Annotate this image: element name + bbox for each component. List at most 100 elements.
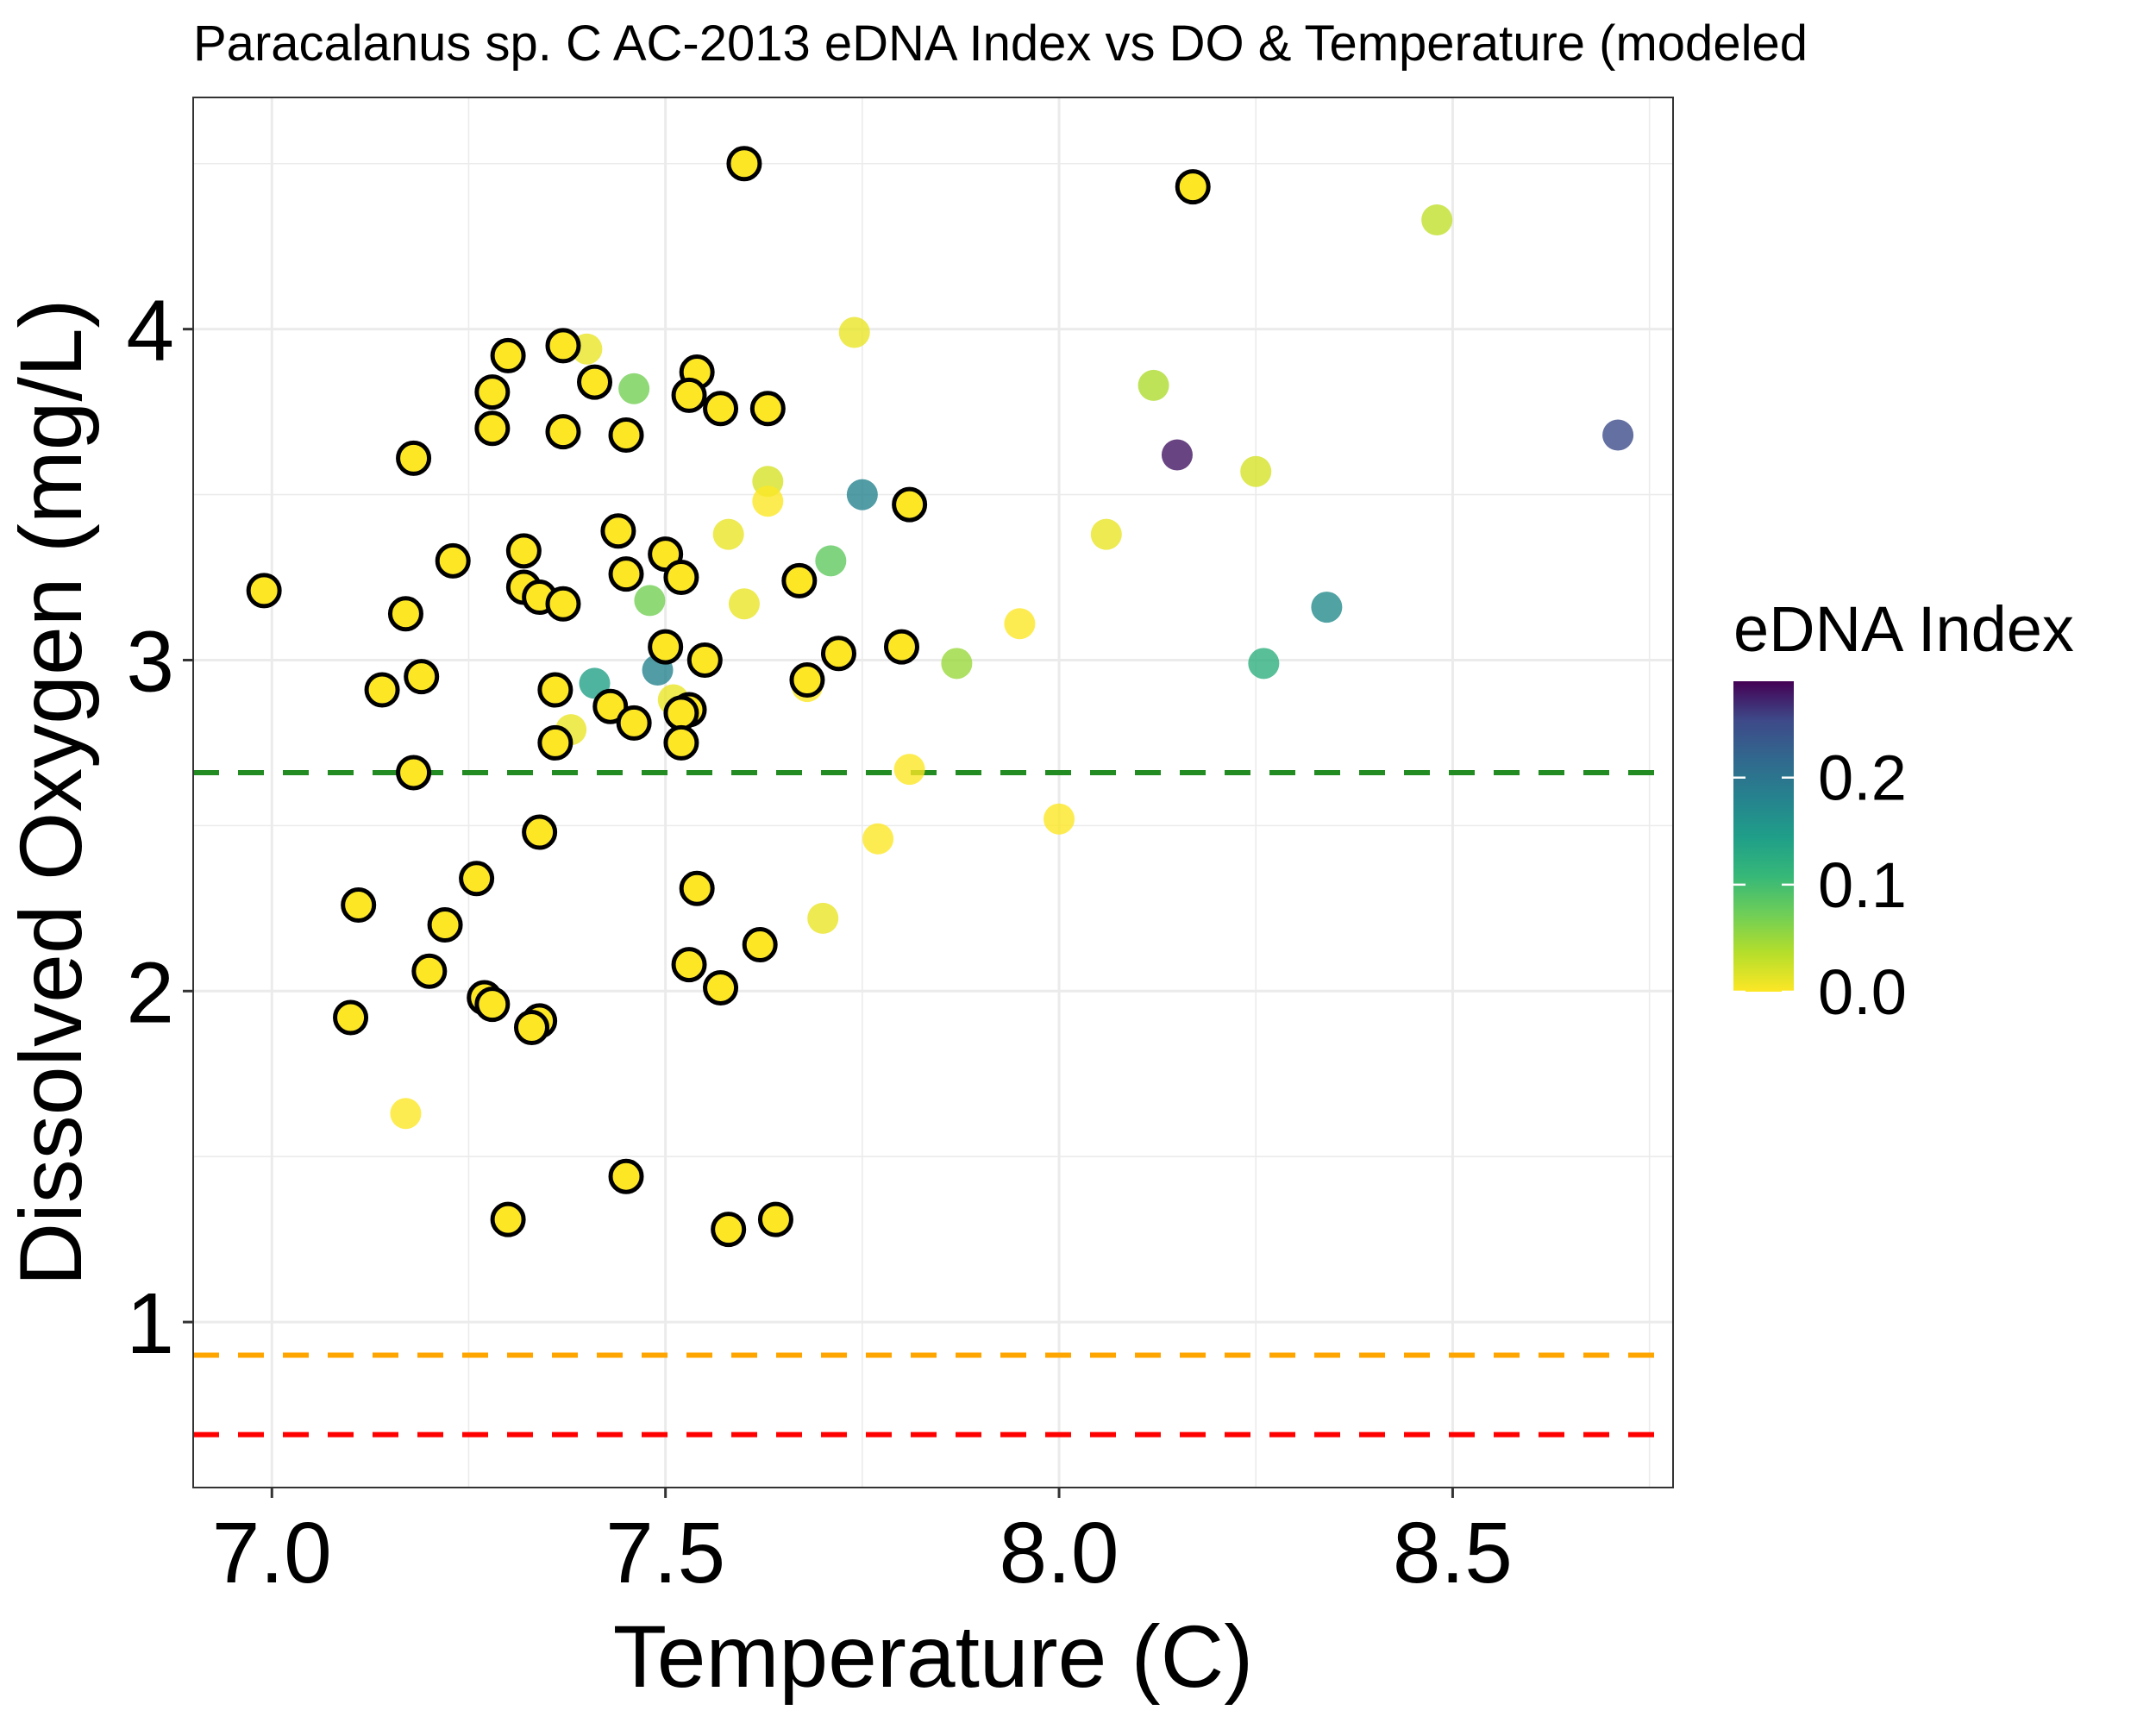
data-point <box>846 479 878 511</box>
legend-title: eDNA Index <box>1733 593 2074 665</box>
reference-lines <box>193 769 1673 1438</box>
data-point-outlined <box>671 947 707 983</box>
data-point <box>1311 592 1343 623</box>
data-point <box>941 648 973 680</box>
data-point <box>712 518 744 550</box>
data-point-outlined <box>600 513 636 549</box>
data-point <box>1602 419 1634 451</box>
data-point-outlined <box>537 724 573 761</box>
data-point-outlined <box>749 391 786 427</box>
data-point-outlined <box>341 886 377 923</box>
data-point-outlined <box>608 1158 644 1194</box>
data-point <box>893 754 925 786</box>
x-tick-label: 8.5 <box>1393 1505 1513 1601</box>
color-legend: eDNA Index 0.0 0.1 0.2 <box>1733 593 2074 1028</box>
data-point-outlined <box>545 586 581 622</box>
data-point <box>1421 204 1453 236</box>
data-point-outlined <box>820 636 856 672</box>
data-point <box>1090 518 1122 550</box>
data-point <box>1138 369 1169 401</box>
data-point-outlined <box>616 705 652 741</box>
data-point <box>1248 648 1280 680</box>
legend-colorbar <box>1733 681 1794 992</box>
axis-ticks: 7.0 7.5 8.0 8.5 1 2 3 4 <box>126 283 1513 1601</box>
data-point-outlined <box>592 688 629 724</box>
grid-lines <box>193 97 1673 1488</box>
data-point-outlined <box>781 562 818 598</box>
data-point <box>1240 455 1272 487</box>
plot-panel-border <box>192 97 1674 1488</box>
data-point <box>618 373 650 404</box>
data-point-outlined <box>474 410 511 447</box>
data-point-outlined <box>490 1201 526 1237</box>
data-point-outlined <box>789 662 825 698</box>
data-point <box>807 902 839 934</box>
y-tick-label: 1 <box>126 1275 174 1372</box>
data-point <box>390 1098 422 1130</box>
data-point <box>1161 439 1193 471</box>
data-point-outlined <box>364 672 400 708</box>
data-point-outlined <box>742 927 778 963</box>
y-tick-label: 2 <box>126 944 174 1041</box>
data-point-outlined <box>474 374 511 410</box>
data-point <box>1044 803 1075 835</box>
legend-tick-label: 0.2 <box>1818 742 1907 814</box>
data-point-outlined <box>686 642 723 678</box>
data-point-outlined <box>663 695 699 731</box>
data-point-outlined <box>608 417 644 453</box>
y-tick-label: 3 <box>126 613 174 710</box>
data-point-outlined <box>411 953 448 989</box>
data-point-outlined <box>459 861 495 897</box>
x-axis-label: Temperature (C) <box>613 1607 1254 1706</box>
data-point-outlined <box>513 1010 549 1046</box>
data-point-outlined <box>404 659 440 695</box>
data-point-outlined <box>892 486 928 523</box>
data-point-outlined <box>427 907 463 943</box>
data-point <box>838 316 870 348</box>
data-point <box>815 545 847 577</box>
data-point-outlined <box>671 377 707 413</box>
chart-title: Paracalanus sp. C AC-2013 eDNA Index vs … <box>193 16 1808 72</box>
data-point-outlined <box>663 724 699 761</box>
data-point-outlined <box>333 999 369 1036</box>
data-point <box>862 823 894 855</box>
y-tick-label: 4 <box>126 283 174 379</box>
data-point <box>634 585 666 617</box>
legend-ticks: 0.0 0.1 0.2 <box>1733 742 1907 1028</box>
data-points <box>246 146 1634 1248</box>
data-point-outlined <box>522 814 558 850</box>
data-point-outlined <box>435 542 471 579</box>
data-point-outlined <box>726 146 762 182</box>
data-point-outlined <box>1175 169 1211 205</box>
data-point <box>1004 608 1036 640</box>
x-tick-label: 7.5 <box>605 1505 725 1601</box>
data-point-outlined <box>396 440 432 476</box>
data-point-outlined <box>537 672 573 708</box>
data-point-outlined <box>663 560 699 596</box>
data-point-outlined <box>883 629 919 665</box>
data-point-outlined <box>545 328 581 364</box>
data-point <box>728 588 760 620</box>
data-point-outlined <box>246 573 282 609</box>
data-point-outlined <box>505 533 542 569</box>
data-point-outlined <box>648 629 684 665</box>
data-point-outlined <box>703 391 739 427</box>
data-point-outlined <box>387 596 423 632</box>
data-point-outlined <box>474 987 511 1023</box>
data-point-outlined <box>545 414 581 450</box>
legend-tick-label: 0.0 <box>1818 956 1907 1028</box>
legend-tick-label: 0.1 <box>1818 849 1907 921</box>
data-point-outlined <box>757 1201 793 1237</box>
y-axis-label: Dissolved Oxygen (mg/L) <box>2 298 100 1286</box>
data-point-outlined <box>577 364 613 400</box>
x-tick-label: 8.0 <box>1000 1505 1119 1601</box>
data-point-outlined <box>608 556 644 592</box>
data-point-outlined <box>703 969 739 1005</box>
data-point-outlined <box>711 1212 747 1248</box>
data-point-outlined <box>679 870 715 906</box>
x-tick-label: 7.0 <box>212 1505 332 1601</box>
data-point-outlined <box>396 755 432 791</box>
data-point-outlined <box>490 337 526 373</box>
